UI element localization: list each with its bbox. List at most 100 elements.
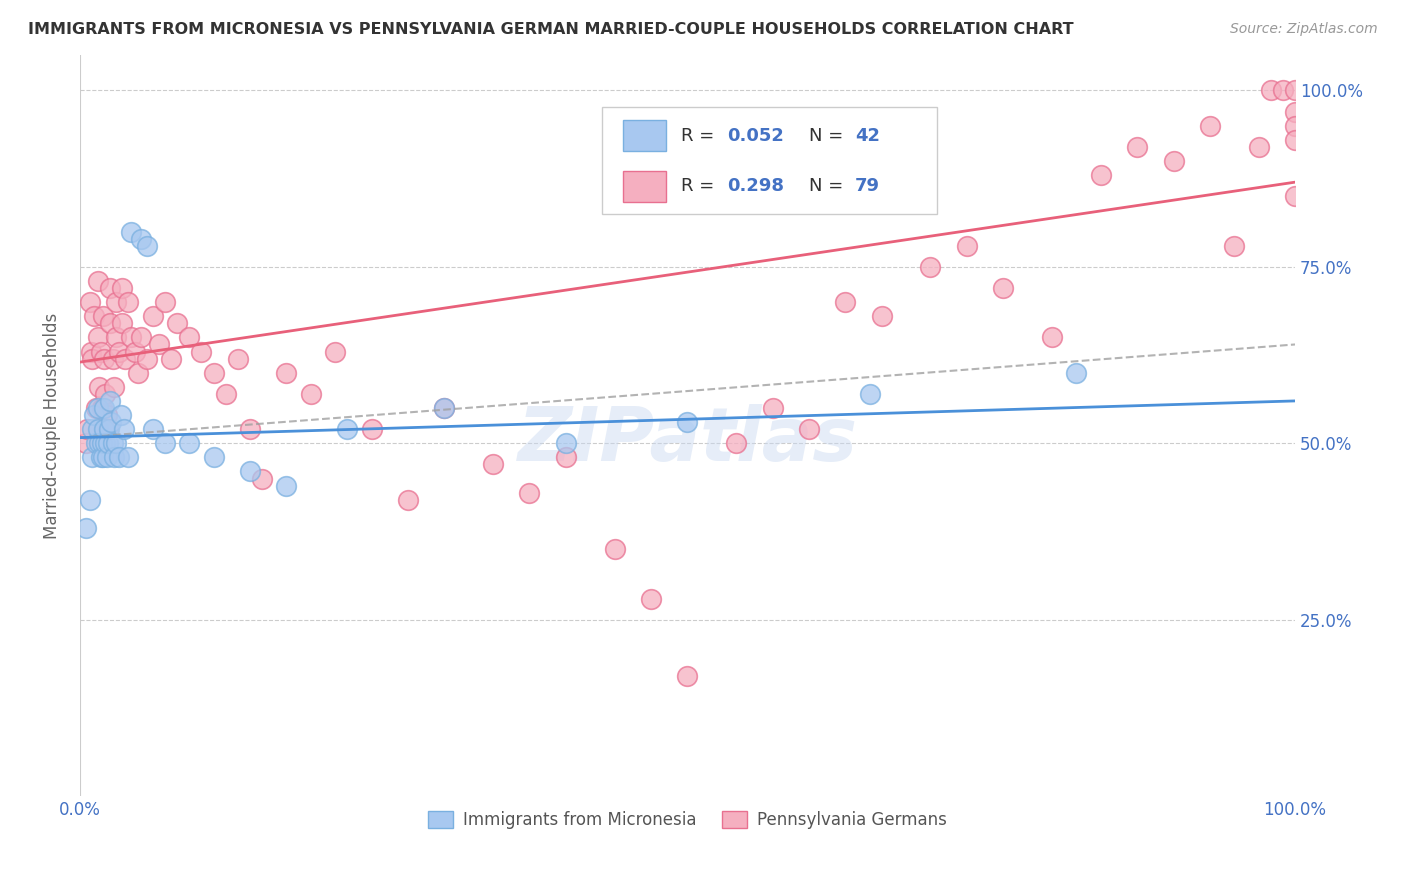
- Point: [96, 450, 118, 465]
- Point: [91, 310, 114, 324]
- Point: [76, 422, 98, 436]
- Point: [117, 450, 139, 465]
- Point: [87, 422, 110, 436]
- Point: [360, 422, 382, 436]
- Point: [676, 415, 699, 429]
- Point: [93, 422, 115, 436]
- Text: ZIPatlas: ZIPatlas: [517, 404, 858, 477]
- Point: [103, 380, 125, 394]
- Point: [179, 330, 201, 344]
- Point: [153, 436, 176, 450]
- Point: [101, 436, 124, 450]
- FancyBboxPatch shape: [602, 107, 936, 214]
- Point: [111, 281, 134, 295]
- Point: [135, 238, 157, 252]
- Point: [179, 436, 201, 450]
- Point: [89, 436, 111, 450]
- Point: [89, 344, 111, 359]
- Point: [166, 316, 188, 330]
- Point: [482, 458, 505, 472]
- Point: [276, 366, 298, 380]
- Point: [215, 387, 238, 401]
- Point: [142, 422, 165, 436]
- Point: [725, 436, 748, 450]
- Point: [433, 401, 456, 415]
- Point: [80, 344, 103, 359]
- Point: [1284, 189, 1306, 203]
- Point: [1223, 238, 1246, 252]
- Point: [396, 492, 419, 507]
- Point: [676, 669, 699, 683]
- Point: [83, 310, 105, 324]
- Point: [555, 436, 578, 450]
- Point: [250, 471, 273, 485]
- Point: [89, 380, 111, 394]
- Point: [1090, 168, 1112, 182]
- Point: [433, 401, 456, 415]
- Point: [603, 542, 626, 557]
- Point: [87, 401, 110, 415]
- Point: [129, 232, 152, 246]
- Point: [84, 401, 107, 415]
- Point: [79, 492, 101, 507]
- Text: Source: ZipAtlas.com: Source: ZipAtlas.com: [1230, 22, 1378, 37]
- Point: [834, 295, 856, 310]
- Point: [93, 401, 115, 415]
- Point: [1199, 119, 1222, 133]
- Point: [94, 436, 117, 450]
- Point: [93, 351, 115, 366]
- Point: [107, 344, 129, 359]
- FancyBboxPatch shape: [623, 170, 665, 202]
- Text: 0.052: 0.052: [727, 127, 785, 145]
- Point: [97, 422, 120, 436]
- Text: 42: 42: [855, 127, 880, 145]
- Text: R =: R =: [682, 178, 720, 195]
- Point: [160, 351, 183, 366]
- Point: [956, 238, 979, 252]
- Point: [98, 422, 121, 436]
- Point: [89, 450, 111, 465]
- Point: [239, 465, 262, 479]
- Point: [1284, 83, 1306, 97]
- Point: [105, 436, 128, 450]
- Text: 0.298: 0.298: [727, 178, 785, 195]
- Y-axis label: Married-couple Households: Married-couple Households: [44, 312, 60, 539]
- Point: [153, 295, 176, 310]
- Point: [299, 387, 322, 401]
- Point: [336, 422, 359, 436]
- Point: [1260, 83, 1282, 97]
- Point: [103, 450, 125, 465]
- Point: [97, 436, 120, 450]
- Point: [94, 387, 117, 401]
- Point: [129, 330, 152, 344]
- Point: [993, 281, 1015, 295]
- Point: [1247, 140, 1270, 154]
- Text: R =: R =: [682, 127, 720, 145]
- Point: [226, 351, 249, 366]
- Point: [98, 393, 121, 408]
- Point: [148, 337, 170, 351]
- Point: [98, 281, 121, 295]
- Point: [920, 260, 942, 274]
- Point: [1163, 153, 1185, 168]
- Point: [761, 401, 783, 415]
- Point: [1284, 133, 1306, 147]
- Point: [519, 485, 541, 500]
- Point: [79, 295, 101, 310]
- Point: [1064, 366, 1087, 380]
- Point: [202, 450, 225, 465]
- Point: [83, 408, 105, 422]
- Point: [80, 422, 103, 436]
- Text: IMMIGRANTS FROM MICRONESIA VS PENNSYLVANIA GERMAN MARRIED-COUPLE HOUSEHOLDS CORR: IMMIGRANTS FROM MICRONESIA VS PENNSYLVAN…: [28, 22, 1074, 37]
- Point: [80, 450, 103, 465]
- Point: [84, 436, 107, 450]
- Point: [276, 478, 298, 492]
- Point: [190, 344, 212, 359]
- Point: [1284, 119, 1306, 133]
- Point: [555, 450, 578, 465]
- Point: [114, 351, 136, 366]
- Point: [112, 422, 135, 436]
- Legend: Immigrants from Micronesia, Pennsylvania Germans: Immigrants from Micronesia, Pennsylvania…: [422, 805, 953, 836]
- Point: [87, 274, 110, 288]
- Point: [100, 415, 122, 429]
